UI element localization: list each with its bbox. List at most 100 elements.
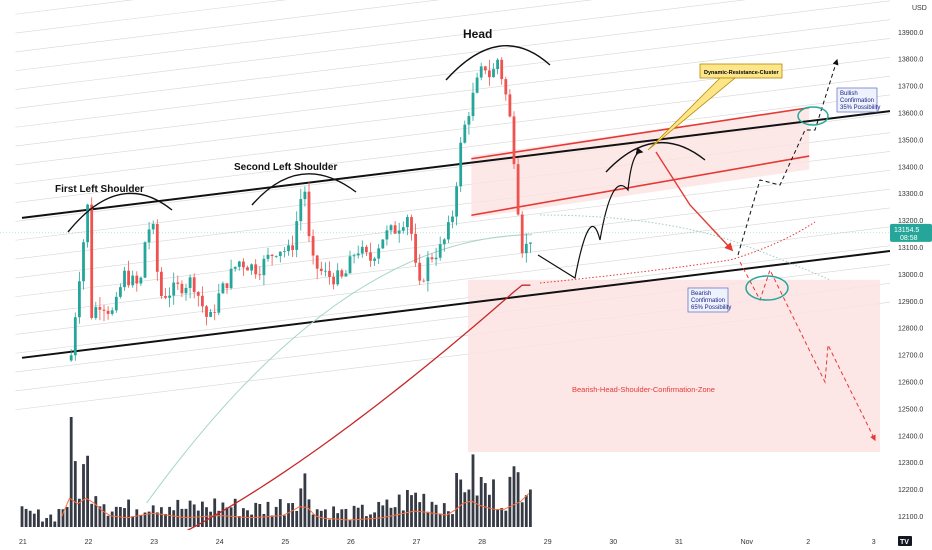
candle: [246, 265, 249, 271]
candle-body: [324, 270, 327, 272]
volume-bar: [32, 513, 36, 527]
candle-body: [278, 251, 282, 257]
volume-bar: [28, 510, 32, 527]
time-tick-label: 26: [347, 539, 355, 546]
candle: [504, 76, 508, 101]
candle-body: [127, 270, 130, 286]
candle-body: [332, 276, 335, 285]
volume-bar: [348, 519, 352, 527]
volume-bar: [86, 455, 89, 527]
tradingview-logo-icon: TV: [898, 536, 912, 546]
bearish-confirmation-line-3: 65% Possibility: [691, 305, 731, 311]
volume-bar: [414, 492, 417, 527]
volume-bar: [262, 513, 266, 527]
volume-bar: [447, 511, 450, 527]
candle-body: [176, 282, 180, 284]
projected-slow-ma-path: [539, 214, 831, 281]
volume-bar: [336, 513, 340, 527]
candle-body: [94, 307, 98, 318]
candle-body: [529, 242, 532, 244]
candle: [508, 89, 512, 118]
time-axis-background: [0, 530, 932, 550]
candle-body: [221, 283, 225, 294]
candle: [303, 186, 307, 207]
volume-bar: [311, 514, 315, 527]
candle-body: [467, 116, 471, 125]
candle-body: [266, 254, 270, 259]
channel-grid-line: [15, 0, 891, 109]
volume-bar: [303, 473, 307, 527]
candle: [340, 268, 344, 279]
price-axis[interactable]: USD 12100.0 12200.0 12300.0 12400.0 12500.0 1…: [890, 0, 932, 550]
candle: [520, 211, 524, 258]
channel-grid-line: [15, 245, 891, 354]
candle-body: [512, 116, 516, 165]
price-tick-label: 12700.0: [898, 353, 923, 360]
candle-body: [295, 221, 299, 250]
candle: [434, 247, 438, 266]
bearish-confirmation-line-1: Bearish: [691, 291, 711, 297]
candle: [270, 253, 274, 266]
candle-body: [500, 59, 504, 80]
candle: [98, 296, 102, 321]
time-tick-label: Nov: [741, 539, 754, 546]
volume-bar: [90, 503, 94, 527]
volume-bar: [61, 509, 65, 527]
time-tick-label: 28: [478, 539, 486, 546]
volume-bar: [422, 493, 426, 527]
candle: [332, 272, 335, 290]
candle-body: [504, 79, 508, 95]
volume-bar: [438, 513, 442, 527]
currency-label: USD: [912, 5, 927, 12]
candle: [143, 241, 147, 279]
price-tick-label: 12500.0: [898, 406, 923, 413]
candle: [496, 58, 499, 75]
candle-body: [311, 236, 315, 256]
candle-body: [184, 287, 188, 294]
volume-bar: [139, 514, 143, 527]
candle: [344, 269, 348, 277]
candle-body: [274, 256, 278, 257]
candle: [393, 221, 397, 234]
candle-body: [110, 310, 114, 314]
candle-body: [168, 295, 171, 298]
candle-body: [451, 216, 454, 223]
candle: [213, 304, 217, 321]
candle-body: [307, 191, 311, 237]
time-tick-label: 22: [85, 539, 93, 546]
candle-body: [188, 277, 192, 288]
candle: [102, 304, 106, 322]
candle: [479, 62, 483, 81]
candle: [266, 247, 270, 262]
volume-bar: [369, 514, 372, 527]
candle: [209, 309, 212, 318]
volume-bar: [397, 494, 401, 527]
volume-bar: [451, 514, 454, 527]
time-tick-label: 23: [150, 539, 158, 546]
time-tick-label: 29: [544, 539, 552, 546]
candle-body: [516, 164, 520, 215]
volume-bar: [37, 509, 40, 527]
channel-grid-line: [15, 38, 891, 147]
candle-body: [258, 274, 262, 276]
last-price-rect: [890, 223, 932, 242]
candlesticks: [69, 57, 532, 362]
candle: [418, 254, 422, 286]
volume-bar: [475, 495, 479, 527]
volume-bar: [155, 512, 159, 527]
candle-body: [360, 246, 364, 254]
candle: [471, 82, 475, 121]
candle: [147, 222, 151, 250]
candle-body: [459, 142, 463, 187]
volume-bar: [213, 498, 217, 527]
volume-bar: [291, 503, 294, 527]
candle: [233, 266, 237, 272]
channel-grid-line: [15, 75, 891, 185]
volume-bar: [504, 510, 508, 527]
channel-grid-line: [15, 0, 747, 90]
projection-paths: [537, 58, 876, 442]
volume-bar: [217, 510, 221, 527]
time-axis[interactable]: 21 22 23 24 25 26 27 28 29 30 31 Nov 2 3: [0, 530, 932, 550]
volume-bar: [283, 515, 286, 527]
